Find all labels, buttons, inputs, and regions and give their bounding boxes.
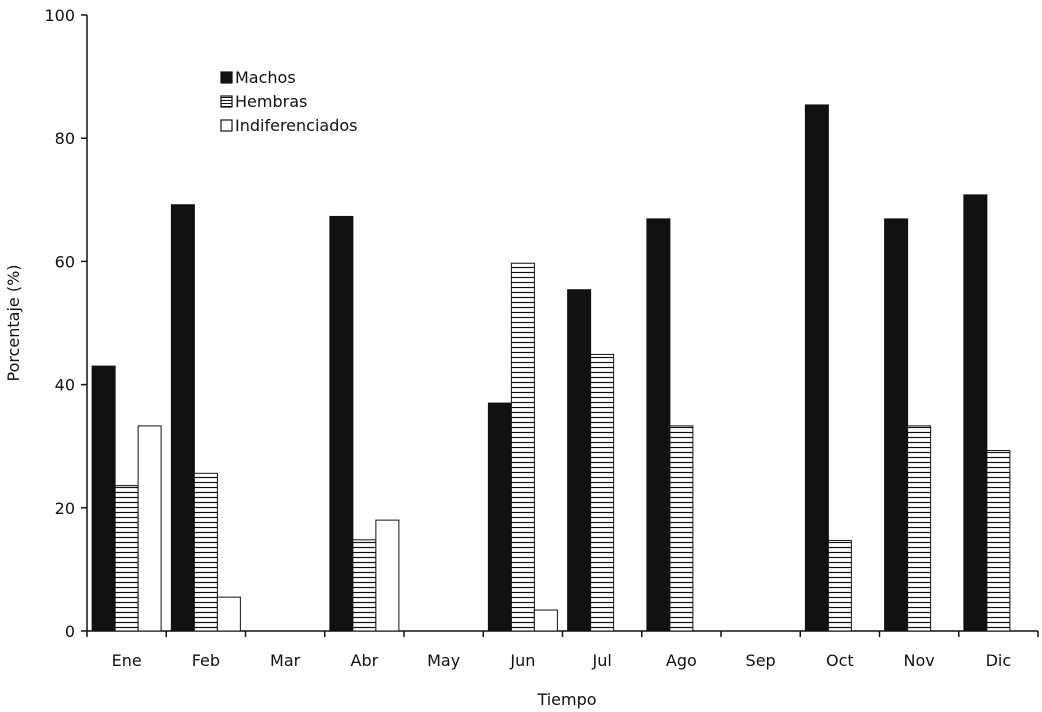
x-tick-label: Jun	[509, 651, 535, 670]
bar-hembras-jun	[510, 262, 535, 632]
x-tick-label: Sep	[746, 651, 776, 670]
bar-hembras-dic	[986, 450, 1011, 632]
y-axis-title: Porcentaje (%)	[4, 264, 23, 381]
x-tick-label: Oct	[826, 651, 854, 670]
bar-indiferenciados-abr	[375, 519, 400, 632]
x-tick-label: Abr	[351, 651, 379, 670]
y-tick-label: 80	[55, 129, 75, 148]
legend-label-indiferenciados: Indiferenciados	[235, 116, 357, 135]
y-tick-label: 60	[55, 252, 75, 271]
bar-machos-ago	[646, 218, 671, 632]
x-tick-label: Dic	[986, 651, 1012, 670]
x-tick-label: Feb	[192, 651, 220, 670]
x-tick-label: Ago	[666, 651, 697, 670]
x-tick-label: Jul	[591, 651, 611, 670]
bar-indiferenciados-feb	[216, 596, 241, 632]
bar-hembras-nov	[907, 425, 932, 632]
y-tick-label: 100	[44, 6, 75, 25]
legend-label-machos: Machos	[235, 68, 296, 87]
bar-hembras-ene	[114, 485, 139, 632]
bar-indiferenciados-jun	[533, 609, 558, 632]
bar-hembras-feb	[193, 472, 218, 632]
bar-indiferenciados-ene	[137, 425, 162, 632]
x-axis-title: Tiempo	[536, 690, 596, 709]
legend-label-hembras: Hembras	[235, 92, 307, 111]
bar-machos-ene	[91, 365, 116, 632]
legend-swatch-hembras	[220, 95, 233, 108]
x-tick-label: Mar	[270, 651, 301, 670]
bars	[91, 104, 1011, 632]
bar-machos-jul	[567, 289, 592, 632]
legend-swatch-machos	[220, 71, 233, 84]
bar-machos-feb	[170, 204, 195, 632]
bar-hembras-jul	[590, 353, 615, 632]
bar-hembras-oct	[827, 539, 852, 632]
x-tick-label: May	[427, 651, 460, 670]
bar-machos-oct	[804, 104, 829, 632]
y-tick-label: 40	[55, 376, 75, 395]
y-tick-label: 20	[55, 499, 75, 518]
bar-machos-dic	[963, 194, 988, 632]
y-tick-label: 0	[65, 622, 75, 641]
x-tick-label: Nov	[904, 651, 935, 670]
bar-machos-nov	[884, 218, 909, 632]
bar-hembras-ago	[669, 425, 694, 632]
bar-machos-jun	[487, 402, 512, 632]
bar-hembras-abr	[352, 539, 377, 632]
axes: 0 20 40 60 80 100 Ene Feb Mar Abr May Jun Jul Ago Sep…	[44, 6, 1039, 670]
legend: Machos Hembras Indiferenciados	[220, 68, 357, 135]
bar-machos-abr	[329, 215, 354, 632]
legend-swatch-indiferenciados	[220, 119, 233, 132]
x-tick-label: Ene	[112, 651, 142, 670]
